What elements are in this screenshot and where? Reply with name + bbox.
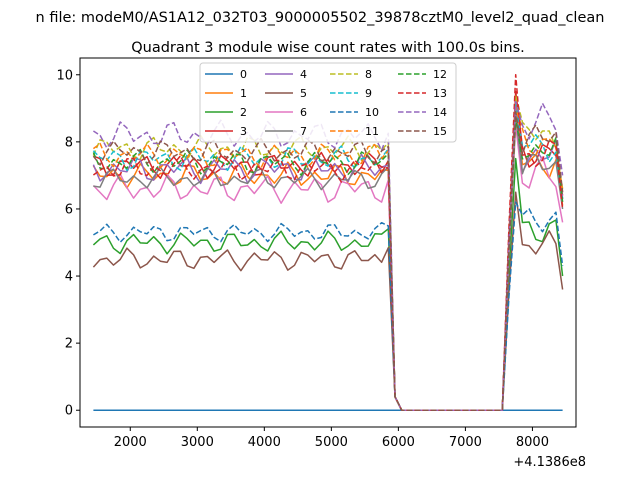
legend-label-2: 2 <box>240 106 247 119</box>
y-tick-label: 4 <box>65 270 73 285</box>
chart-title: Quadrant 3 module wise count rates with … <box>131 40 525 56</box>
legend-label-14: 14 <box>433 106 447 119</box>
y-tick-label: 10 <box>56 68 73 83</box>
legend-label-4: 4 <box>300 68 307 81</box>
y-tick-label: 6 <box>65 202 73 217</box>
y-tick-label: 2 <box>65 337 73 352</box>
x-offset-label: +4.1386e8 <box>513 455 586 470</box>
x-tick-label: 8000 <box>516 435 549 450</box>
legend-label-8: 8 <box>365 68 372 81</box>
legend-label-6: 6 <box>300 106 307 119</box>
legend-label-15: 15 <box>433 125 447 138</box>
plot-frame <box>79 57 577 428</box>
x-tick-label: 3000 <box>181 435 214 450</box>
legend-label-1: 1 <box>240 87 247 100</box>
series-line-4 <box>92 107 564 411</box>
series-line-6 <box>92 124 564 411</box>
x-tick-label: 5000 <box>315 435 348 450</box>
x-tick-label: 6000 <box>382 435 415 450</box>
y-tick-label: 0 <box>65 404 73 419</box>
series-line-15 <box>92 110 564 411</box>
legend-label-12: 12 <box>433 68 447 81</box>
x-tick-label: 4000 <box>248 435 281 450</box>
series-line-10 <box>93 201 564 411</box>
x-tick-label: 2000 <box>114 435 147 450</box>
legend-label-7: 7 <box>300 125 307 138</box>
x-axis: 2000 3000 4000 5000 6000 7000 8000 <box>114 427 549 450</box>
series-line-11 <box>92 107 564 411</box>
series-line-2 <box>92 157 564 411</box>
legend-label-9: 9 <box>365 87 372 100</box>
legend-frame <box>199 62 457 143</box>
legend-label-13: 13 <box>433 87 447 100</box>
suptitle: n file: modeM0/AS1A12_032T03_9000005502_… <box>36 10 605 26</box>
legend-label-5: 5 <box>300 87 307 100</box>
plot-lines <box>92 74 564 411</box>
legend-label-3: 3 <box>240 125 247 138</box>
legend-label-0: 0 <box>240 68 247 81</box>
x-tick-label: 7000 <box>449 435 482 450</box>
y-tick-label: 8 <box>65 135 73 150</box>
y-axis: 0 2 4 6 8 10 <box>56 68 80 419</box>
legend-label-11: 11 <box>365 125 379 138</box>
legend-label-10: 10 <box>365 106 379 119</box>
series-line-12 <box>92 117 564 411</box>
